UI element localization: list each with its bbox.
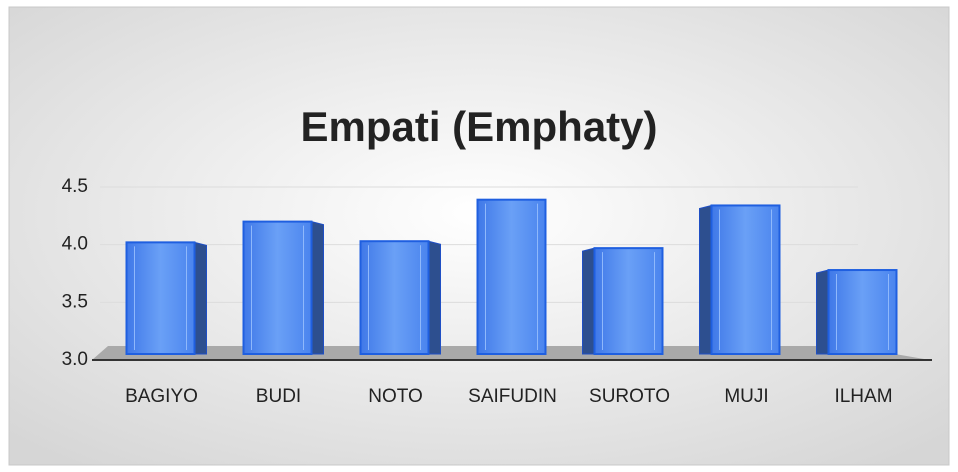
bar (710, 204, 781, 355)
x-tick-label: MUJI (724, 386, 768, 407)
bar-side (816, 269, 829, 355)
bar (476, 198, 547, 355)
chart-title: Empati (Emphaty) (300, 103, 657, 150)
y-tick-label: 3.0 (62, 349, 88, 370)
x-tick-label: BUDI (256, 386, 301, 407)
bar-side (311, 220, 324, 355)
bar-side (699, 204, 712, 355)
x-tick-label: ILHAM (834, 386, 892, 407)
bar (125, 241, 196, 355)
x-tick-label: SUROTO (589, 386, 670, 407)
bar (359, 240, 430, 355)
bar (242, 220, 313, 355)
bar-side (582, 247, 595, 355)
bar (827, 269, 898, 356)
x-tick-label: SAIFUDIN (468, 386, 557, 407)
bar-side (428, 240, 441, 355)
x-tick-label: NOTO (368, 386, 423, 407)
y-tick-label: 4.0 (62, 234, 88, 255)
y-tick-label: 4.5 (62, 176, 88, 197)
bar-side (194, 241, 207, 355)
bar (593, 247, 664, 355)
x-tick-label: BAGIYO (125, 386, 198, 407)
y-tick-label: 3.5 (62, 291, 88, 312)
